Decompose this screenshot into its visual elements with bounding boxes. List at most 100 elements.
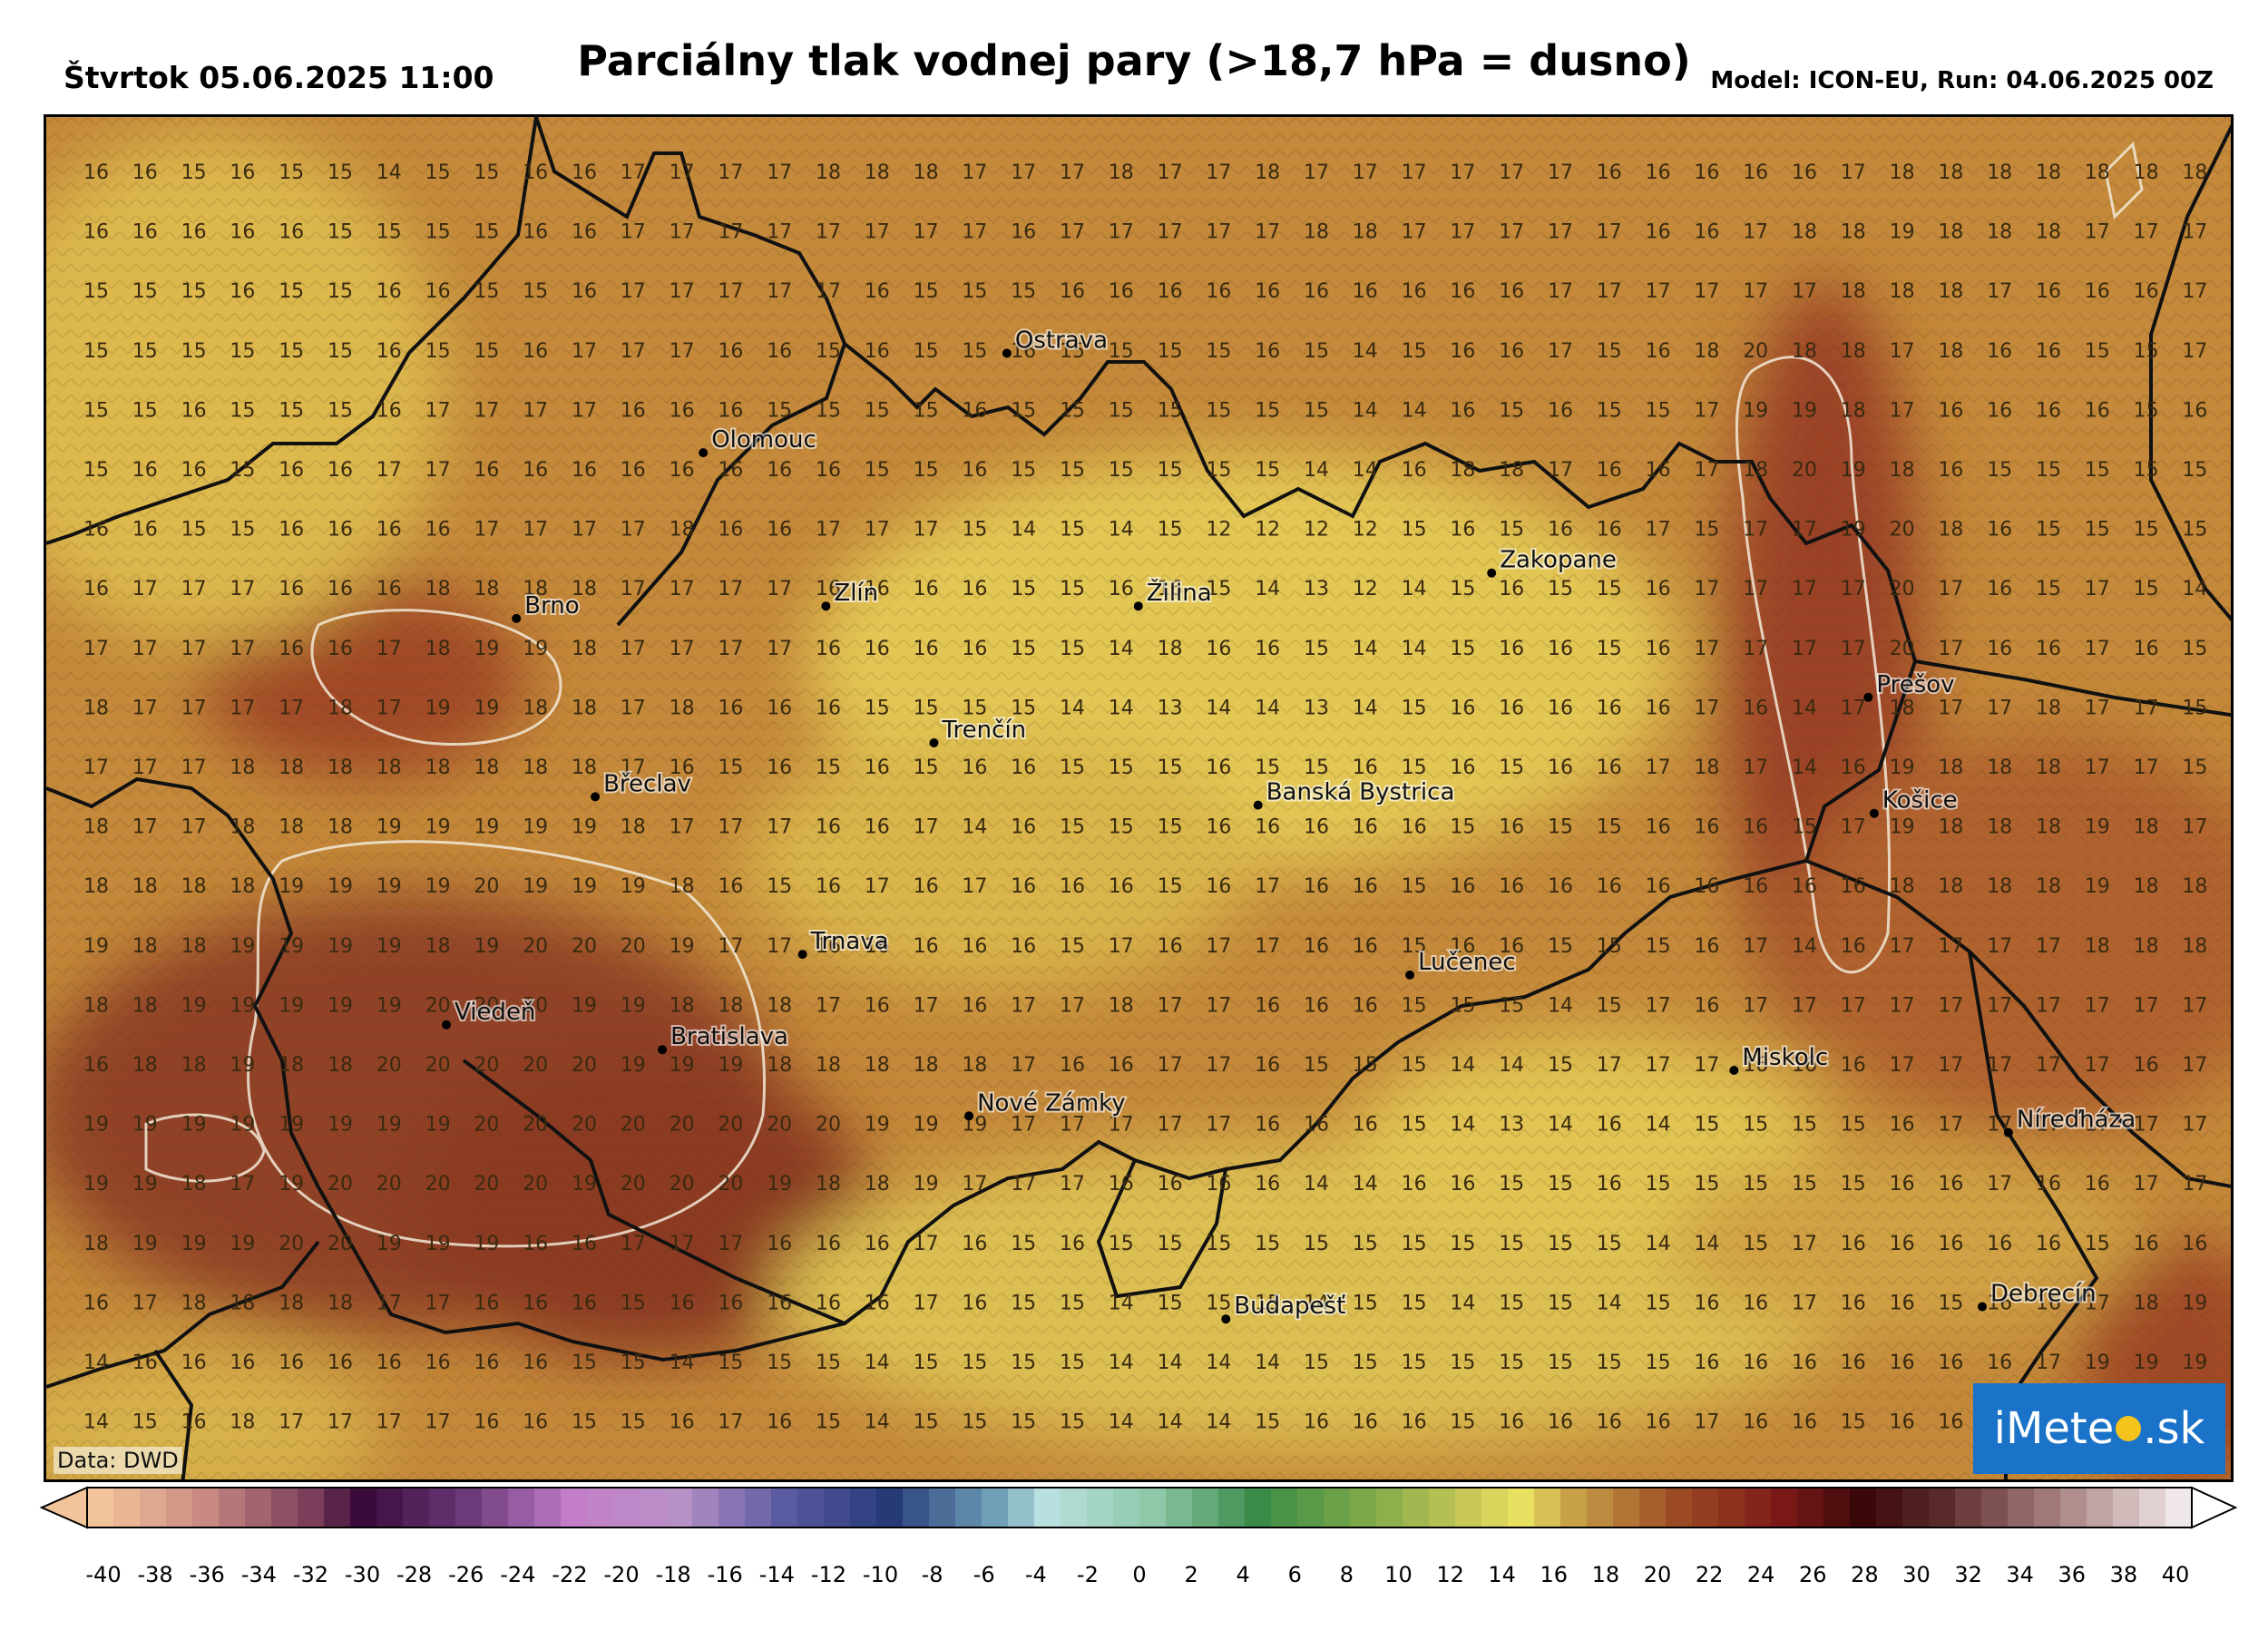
grid-value: 16 (132, 519, 158, 542)
city-dot (2003, 1127, 2013, 1137)
grid-value: 16 (816, 638, 841, 660)
city-marker[interactable]: Trenčín (929, 715, 1028, 747)
colorbar-cell (1876, 1488, 1903, 1528)
grid-value: 15 (1548, 1352, 1573, 1374)
grid-value: 17 (1694, 578, 1719, 600)
city-marker[interactable]: Ostrava (1002, 326, 1110, 358)
grid-value: 16 (523, 1233, 548, 1255)
grid-value: 15 (1499, 994, 1524, 1017)
grid-value: 15 (1158, 875, 1183, 898)
grid-value: 15 (816, 399, 841, 422)
city-marker[interactable]: Viedeň (442, 997, 537, 1030)
grid-value: 16 (83, 1292, 109, 1314)
grid-value: 16 (816, 935, 841, 958)
city-marker[interactable]: Nové Zámky (964, 1088, 1128, 1121)
grid-value: 20 (718, 1114, 743, 1137)
grid-value: 16 (718, 399, 743, 422)
grid-value: 15 (1060, 399, 1085, 422)
colorbar-tick-label: 14 (1488, 1562, 1516, 1587)
colorbar-cell (87, 1488, 114, 1528)
grid-value: 15 (1402, 697, 1427, 719)
grid-value: 17 (1987, 280, 2012, 303)
city-marker[interactable]: Žilina (1133, 576, 1214, 611)
grid-value: 17 (1646, 1054, 1671, 1077)
grid-value: 16 (572, 1233, 597, 1255)
grid-value: 18 (1987, 875, 2012, 898)
grid-value: 15 (1304, 1054, 1329, 1077)
grid-value: 16 (1792, 875, 1817, 898)
grid-value: 18 (2182, 875, 2207, 898)
grid-value: 15 (279, 280, 304, 303)
grid-value: 16 (1646, 638, 1671, 660)
grid-value: 17 (1548, 221, 1573, 244)
grid-value: 14 (1158, 1352, 1183, 1374)
grid-value: 16 (670, 1292, 695, 1314)
colorbar-tick-label: 4 (1236, 1562, 1250, 1587)
grid-value: 14 (1109, 638, 1134, 660)
grid-value: 12 (1304, 519, 1329, 542)
city-marker[interactable]: Olomouc (699, 425, 818, 458)
grid-value: 16 (132, 221, 158, 244)
city-marker[interactable]: Prešov (1863, 669, 1957, 702)
grid-value: 16 (1304, 816, 1329, 839)
grid-value: 17 (1890, 399, 1915, 422)
grid-value: 17 (670, 578, 695, 600)
grid-value: 15 (1499, 519, 1524, 542)
grid-value: 18 (1353, 221, 1378, 244)
city-marker[interactable]: Lučenec (1405, 947, 1518, 980)
grid-value: 16 (1402, 459, 1427, 482)
colorbar-cell (613, 1488, 640, 1528)
colorbar-tick-label: 10 (1384, 1562, 1413, 1587)
grid-value: 20 (718, 1173, 743, 1196)
city-marker[interactable]: Bratislava (658, 1021, 790, 1055)
grid-value: 19 (621, 1054, 646, 1077)
grid-value: 18 (1938, 519, 1963, 542)
grid-value: 18 (1987, 816, 2012, 839)
grid-value: 15 (1938, 1292, 1963, 1314)
grid-value: 15 (1158, 399, 1183, 422)
city-label: Nové Zámky (977, 1089, 1126, 1117)
colorbar-cell (1429, 1488, 1456, 1528)
grid-value: 17 (1694, 1411, 1719, 1434)
grid-value: 16 (1694, 994, 1719, 1017)
colorbar-tick-label: 28 (1851, 1562, 1879, 1587)
city-marker[interactable]: Trnava (797, 926, 891, 960)
colorbar-cell (692, 1488, 719, 1528)
grid-value: 19 (523, 875, 548, 898)
imeteo-logo[interactable]: iMete. sk (1973, 1383, 2225, 1474)
grid-value: 16 (1060, 875, 1085, 898)
grid-value: 19 (767, 1173, 792, 1196)
grid-value: 15 (914, 399, 939, 422)
grid-value: 18 (914, 1054, 939, 1077)
map-panel[interactable]: 16 16 15 16 15 15 14 15 15 16 16 17 17 17 17 18 18 18 17 17… (44, 114, 2234, 1482)
city-marker[interactable]: Zlín (821, 578, 880, 611)
grid-value: 16 (1011, 935, 1036, 958)
grid-value: 16 (2036, 280, 2061, 303)
city-dot (797, 950, 807, 960)
city-marker[interactable]: Banská Bystrica (1253, 777, 1456, 810)
city-marker[interactable]: Budapešť (1221, 1291, 1347, 1324)
city-marker[interactable]: Košice (1869, 786, 1960, 818)
city-marker[interactable]: Debrecín (1978, 1279, 2098, 1312)
grid-value: 16 (1109, 1173, 1134, 1196)
city-marker[interactable]: Břeclav (591, 768, 693, 802)
city-marker[interactable]: Zakopane (1487, 545, 1618, 578)
grid-value: 14 (1206, 1352, 1231, 1374)
colorbar-cell (2008, 1488, 2035, 1528)
city-marker[interactable]: Miskolc (1729, 1042, 1830, 1075)
city-marker[interactable]: Brno (512, 591, 582, 623)
grid-value: 16 (1450, 756, 1475, 779)
grid-value: 16 (1646, 221, 1671, 244)
grid-value: 16 (718, 459, 743, 482)
grid-value: 16 (2036, 340, 2061, 363)
city-marker[interactable]: Níreďháza (2003, 1105, 2137, 1137)
grid-value: 16 (962, 1233, 987, 1255)
colorbar-cell (1560, 1488, 1588, 1528)
grid-value: 20 (816, 1114, 841, 1137)
grid-value: 16 (718, 697, 743, 719)
map-canvas[interactable]: 16 16 15 16 15 15 14 15 15 16 16 17 17 17 17 18 18 18 17 17… (46, 117, 2234, 1482)
grid-value: 16 (2134, 1054, 2159, 1077)
grid-value: 19 (327, 875, 353, 898)
grid-value: 15 (1402, 1114, 1427, 1137)
colorbar-cell (1797, 1488, 1824, 1528)
